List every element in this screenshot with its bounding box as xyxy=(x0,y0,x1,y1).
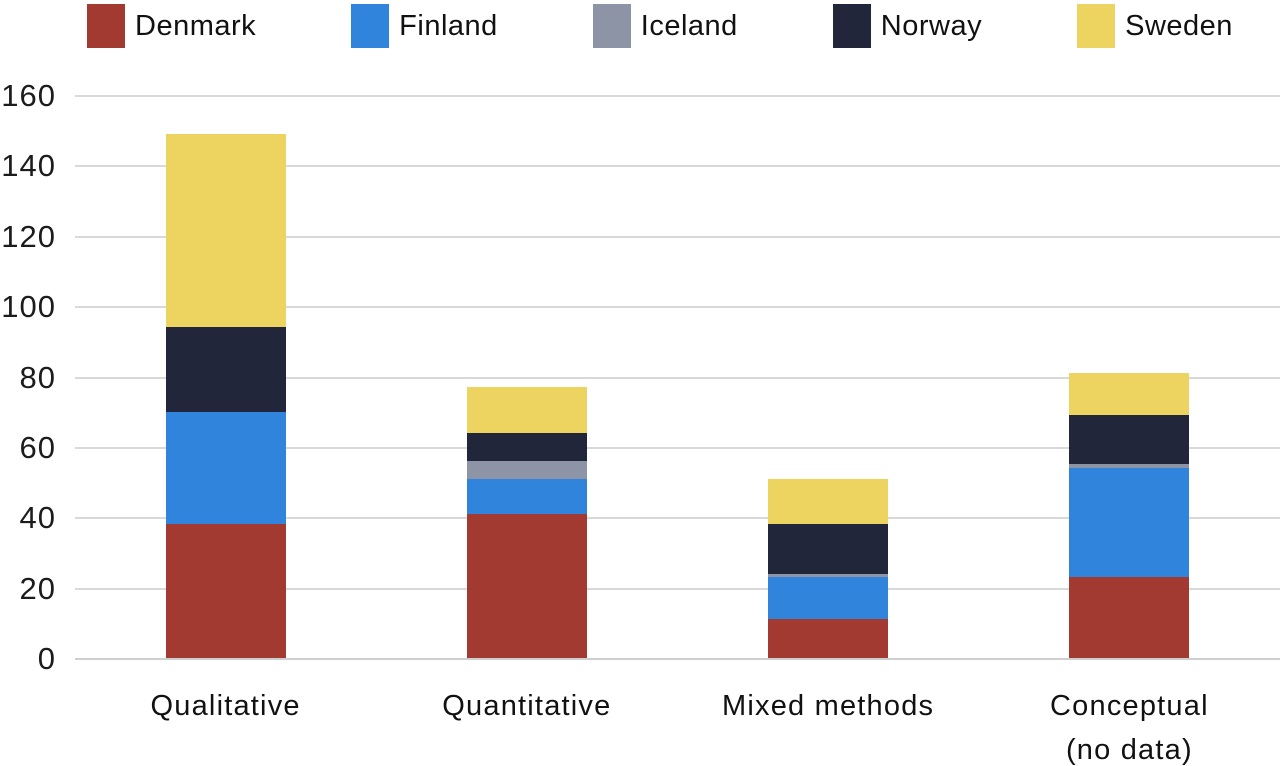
bar-segment-denmark xyxy=(1069,577,1190,658)
legend-item-denmark: Denmark xyxy=(87,4,256,48)
y-tick-label-140: 140 xyxy=(1,148,56,184)
bar-segment-sweden xyxy=(1069,373,1190,416)
bar-segment-norway xyxy=(1069,415,1190,465)
bar-segment-iceland xyxy=(1069,464,1190,468)
bar-segment-finland xyxy=(165,411,286,525)
bar-segment-finland xyxy=(768,577,889,620)
y-tick-label-20: 20 xyxy=(19,570,56,606)
y-tick-label-80: 80 xyxy=(19,359,56,395)
x-category-label: Mixed methods xyxy=(722,690,935,722)
legend-item-sweden: Sweden xyxy=(1077,4,1233,48)
legend-swatch-norway xyxy=(832,4,871,48)
legend-label: Denmark xyxy=(135,9,257,42)
bar-segment-iceland xyxy=(768,573,889,578)
gridline-80 xyxy=(75,376,1280,379)
y-tick-label-0: 0 xyxy=(37,641,56,676)
gridline-60 xyxy=(75,446,1280,449)
gridline-20 xyxy=(75,587,1280,590)
bar-segment-finland xyxy=(466,478,587,514)
bar-segment-sweden xyxy=(165,133,286,328)
legend-swatch-sweden xyxy=(1077,4,1116,48)
bar-segment-finland xyxy=(1069,468,1190,578)
y-tick-label-60: 60 xyxy=(19,429,56,465)
bar-column-conceptual-no-data xyxy=(979,96,1280,659)
legend-swatch-iceland xyxy=(592,4,631,48)
x-axis: Qualitative Quantitative Mixed methods Conc… xyxy=(75,684,1280,766)
bar-segment-denmark xyxy=(768,619,889,658)
stacked-bar xyxy=(466,387,587,658)
bar-column-qualitative xyxy=(75,96,376,659)
bar-segment-denmark xyxy=(165,524,286,658)
stacked-bar xyxy=(165,133,286,658)
legend-label: Iceland xyxy=(640,9,738,42)
y-tick-label-120: 120 xyxy=(1,218,56,254)
legend-label: Norway xyxy=(880,9,983,42)
legend-item-finland: Finland xyxy=(351,4,498,48)
stacked-bar xyxy=(1069,373,1190,658)
bar-segment-denmark xyxy=(466,513,587,658)
legend-label: Finland xyxy=(399,9,498,42)
gridline-40 xyxy=(75,517,1280,520)
bar-segment-norway xyxy=(466,432,587,461)
legend: Denmark Finland Iceland Norway Sweden xyxy=(87,4,1280,48)
y-tick-label-40: 40 xyxy=(19,500,56,536)
gridline-140 xyxy=(75,165,1280,168)
bar-segment-sweden xyxy=(466,387,587,433)
legend-item-iceland: Iceland xyxy=(592,4,738,48)
bar-column-quantitative xyxy=(376,96,677,659)
legend-label: Sweden xyxy=(1125,9,1233,42)
y-tick-label-100: 100 xyxy=(1,289,56,325)
x-category-label: Quantitative xyxy=(442,690,612,722)
bar-column-mixed-methods xyxy=(678,96,979,659)
y-axis: 0 20 40 60 80 100 120 140 160 xyxy=(0,0,58,700)
legend-swatch-finland xyxy=(351,4,390,48)
x-category-label: Conceptual (no data) xyxy=(1050,690,1209,766)
bar-segment-norway xyxy=(768,524,889,574)
x-axis-baseline xyxy=(75,658,1280,660)
legend-item-norway: Norway xyxy=(832,4,983,48)
bar-segment-norway xyxy=(165,327,286,412)
bar-segment-iceland xyxy=(466,460,587,479)
gridline-100 xyxy=(75,306,1280,309)
gridline-120 xyxy=(75,235,1280,238)
y-tick-label-160: 160 xyxy=(1,78,56,113)
legend-swatch-denmark xyxy=(87,4,125,48)
x-category-label: Qualitative xyxy=(150,690,301,722)
stacked-bar xyxy=(768,478,889,658)
gridline-160 xyxy=(75,95,1280,97)
plot-area xyxy=(75,95,1280,660)
bar-segment-sweden xyxy=(768,478,889,525)
